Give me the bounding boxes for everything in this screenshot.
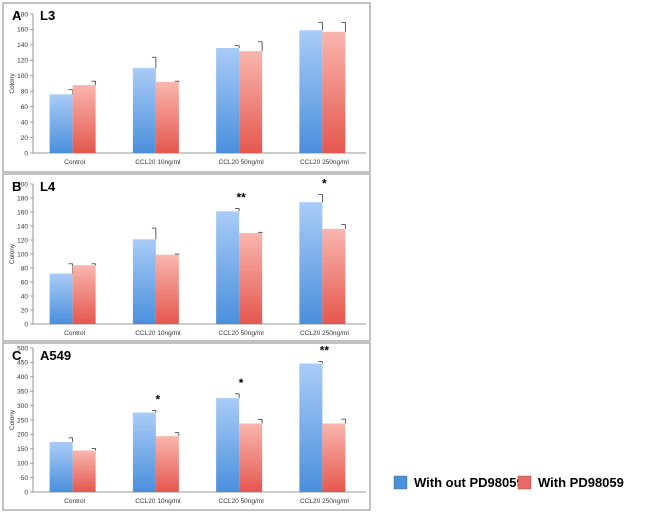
y-tick-label: 160 [17, 27, 28, 34]
y-tick-label: 20 [21, 307, 29, 314]
panel-label: C [12, 348, 22, 363]
significance-marker: * [156, 392, 161, 406]
significance-marker: * [322, 177, 327, 191]
bar[interactable] [322, 423, 346, 492]
x-tick-label: CCL20 250ng/ml [300, 498, 349, 505]
bar[interactable] [72, 265, 96, 324]
legend-label: With out PD98059 [414, 475, 524, 490]
bar[interactable] [155, 436, 179, 492]
chart-panel-B: 0 20 40 60 80 100 120 140 160 180 200 Colony B L4 Cont… [2, 173, 371, 342]
y-tick-label: 250 [17, 417, 28, 424]
bar[interactable] [322, 228, 346, 324]
bar[interactable] [216, 211, 240, 324]
bar[interactable] [299, 363, 323, 492]
y-tick-label: 120 [17, 237, 28, 244]
bar[interactable] [49, 441, 73, 492]
legend-label: With PD98059 [538, 475, 624, 490]
y-tick-label: 40 [21, 119, 29, 126]
x-tick-label: CCL20 10ng/ml [135, 330, 181, 337]
y-tick-label: 500 [17, 345, 28, 352]
x-tick-label: CCL20 10ng/ml [135, 159, 181, 166]
x-tick-label: CCL20 50ng/ml [219, 330, 265, 337]
bar[interactable] [299, 202, 323, 324]
y-tick-label: 0 [24, 321, 28, 328]
y-tick-label: 100 [17, 461, 28, 468]
chart-panel-A: 0 20 40 60 80 100 120 140 160 180 Colony A L3 Control… [2, 2, 371, 173]
x-tick-label: Control [64, 159, 86, 166]
y-tick-label: 450 [17, 360, 28, 367]
panel-label: B [12, 179, 21, 194]
bar[interactable] [132, 412, 156, 492]
y-tick-label: 300 [17, 403, 28, 410]
panel-cell-line: L4 [40, 179, 56, 194]
y-tick-label: 350 [17, 389, 28, 396]
bar[interactable] [322, 31, 346, 154]
x-tick-label: CCL20 10ng/ml [135, 498, 181, 505]
bar[interactable] [49, 94, 73, 153]
bar[interactable] [49, 273, 73, 324]
legend-swatch [517, 475, 532, 490]
y-tick-label: 20 [21, 135, 29, 142]
x-tick-label: CCL20 50ng/ml [219, 159, 265, 166]
y-tick-label: 140 [17, 223, 28, 230]
y-axis-label: Colony [9, 243, 16, 264]
y-tick-label: 60 [21, 104, 29, 111]
bar[interactable] [299, 30, 323, 153]
x-tick-label: Control [64, 330, 86, 337]
bar[interactable] [132, 68, 156, 153]
panel-label: A [12, 8, 22, 23]
bar[interactable] [239, 423, 263, 492]
y-tick-label: 200 [17, 432, 28, 439]
chart-panel-C: 0 50 100 150 200 250 300 350 400 450 500 Colony C A54… [2, 342, 371, 511]
significance-marker: ** [320, 344, 330, 358]
bar[interactable] [239, 233, 263, 324]
legend: With out PD98059 With PD98059 [393, 475, 624, 490]
y-tick-label: 100 [17, 73, 28, 80]
x-tick-label: Control [64, 498, 86, 505]
bar[interactable] [155, 81, 179, 153]
legend-swatch [393, 475, 408, 490]
bar[interactable] [155, 254, 179, 324]
x-tick-label: CCL20 50ng/ml [219, 498, 265, 505]
y-tick-label: 80 [21, 89, 29, 96]
bar[interactable] [239, 51, 263, 153]
y-tick-label: 0 [24, 489, 28, 496]
y-tick-label: 180 [17, 11, 28, 18]
y-axis-label: Colony [9, 73, 16, 94]
panel-cell-line: A549 [40, 348, 71, 363]
y-tick-label: 40 [21, 293, 29, 300]
significance-marker: * [239, 376, 244, 390]
bar[interactable] [72, 450, 96, 492]
y-tick-label: 50 [21, 475, 29, 482]
y-tick-label: 120 [17, 58, 28, 65]
y-tick-label: 80 [21, 265, 29, 272]
bar[interactable] [72, 85, 96, 153]
y-tick-label: 160 [17, 209, 28, 216]
significance-marker: ** [236, 191, 246, 205]
bar[interactable] [132, 239, 156, 324]
y-tick-label: 400 [17, 374, 28, 381]
y-tick-label: 140 [17, 42, 28, 49]
x-tick-label: CCL20 250ng/ml [300, 159, 349, 166]
bar[interactable] [216, 398, 240, 492]
x-tick-label: CCL20 250ng/ml [300, 330, 349, 337]
y-tick-label: 60 [21, 279, 29, 286]
bar[interactable] [216, 47, 240, 153]
y-tick-label: 180 [17, 195, 28, 202]
y-tick-label: 0 [24, 150, 28, 157]
y-tick-label: 200 [17, 181, 28, 188]
y-tick-label: 150 [17, 446, 28, 453]
panel-cell-line: L3 [40, 8, 55, 23]
y-axis-label: Colony [9, 409, 16, 430]
y-tick-label: 100 [17, 251, 28, 258]
